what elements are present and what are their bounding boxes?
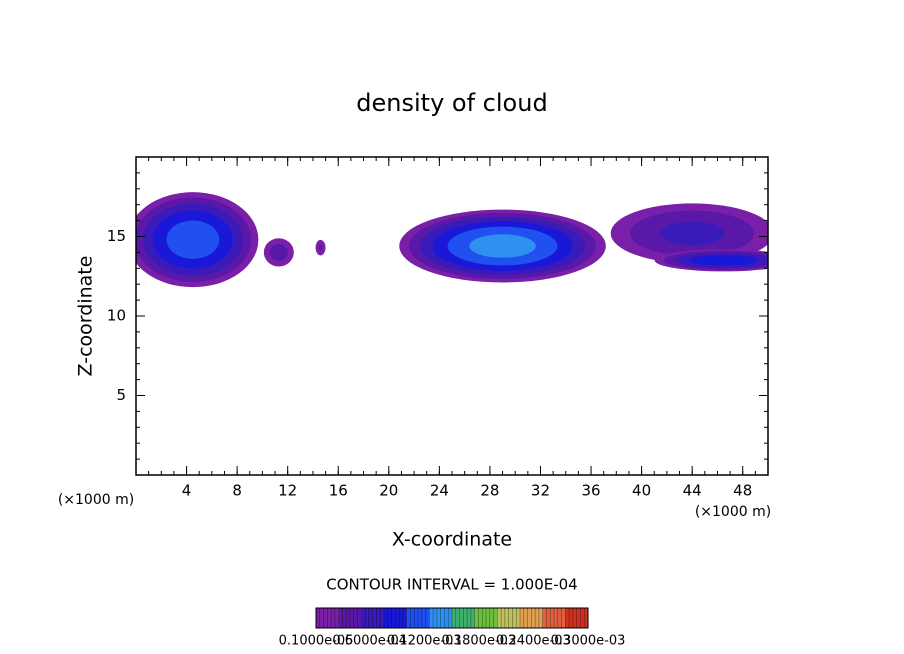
colorbar-label: 0.2400e-03 [496,634,571,649]
y-axis-label: Z-coordinate [75,256,97,377]
x-unit-label: (×1000 m) [58,492,134,508]
x-tick-label: 28 [480,482,499,500]
contour-level [689,254,758,266]
x-tick-label: 40 [632,482,651,500]
colorbar-frame [315,607,589,629]
contour-level [318,244,323,251]
x-tick-label: 12 [278,482,297,500]
x-tick-label: 36 [581,482,600,500]
chart-title: density of cloud [356,89,547,117]
colorbar-label: 0.1800e-03 [441,634,516,649]
contour-level [469,234,536,258]
x-tick-label: 20 [379,482,398,500]
x-tick-label: 24 [430,482,449,500]
contour-level [269,243,288,261]
colorbar-label: 0.1000e-05 [279,634,354,649]
x-axis-label: X-coordinate [392,529,512,551]
colorbar-label: 0.6000e-04 [332,634,407,649]
x-unit-label: (×1000 m) [695,504,771,520]
contour-level [660,221,725,246]
contour-interval: CONTOUR INTERVAL = 1.000E-04 [326,576,577,594]
x-tick-label: 44 [683,482,702,500]
x-tick-label: 16 [329,482,348,500]
y-tick-label: 5 [116,386,126,404]
y-tick-label: 10 [107,307,126,325]
x-tick-label: 4 [182,482,192,500]
colorbar-label: 0.1200e-03 [387,634,462,649]
y-tick-label: 15 [107,227,126,245]
contour-level [166,220,220,259]
contour-field [136,192,768,288]
x-tick-label: 32 [531,482,550,500]
x-tick-label: 8 [232,482,242,500]
x-tick-label: 48 [733,482,752,500]
colorbar-label: 0.3000e-03 [551,634,626,649]
